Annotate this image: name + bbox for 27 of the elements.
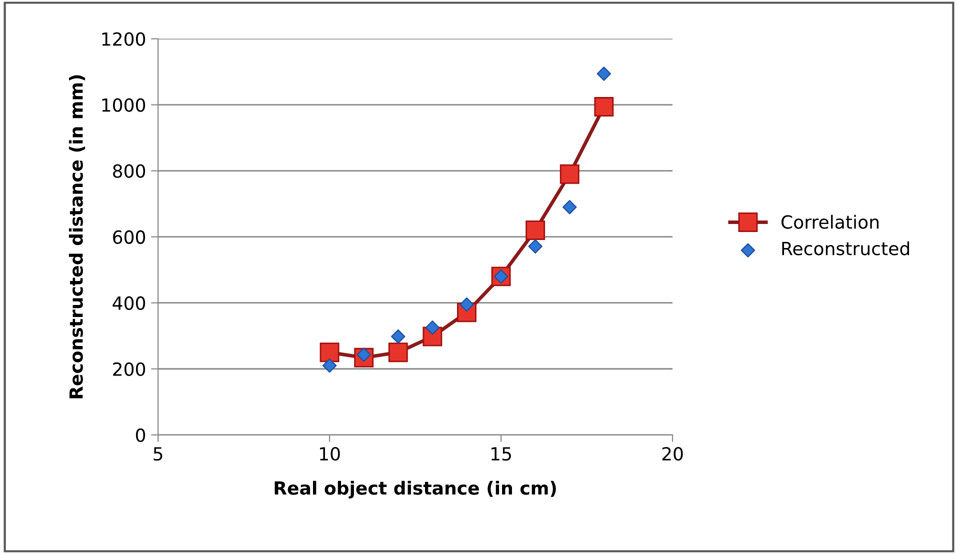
legend-label: Reconstructed	[782, 241, 910, 256]
point	[526, 220, 546, 240]
point	[560, 164, 580, 184]
y-tick-label: 1200	[102, 32, 146, 46]
y-axis-title: Reconstructed distance (in mm)	[68, 75, 86, 398]
point	[528, 239, 542, 254]
x-tick-label: 5	[154, 447, 162, 461]
x-tick-label: 10	[320, 447, 340, 461]
y-tick-label: 400	[112, 296, 146, 310]
x-tick-label: 20	[662, 447, 683, 461]
y-tick-label: 0	[136, 428, 146, 442]
point	[460, 297, 474, 312]
point	[425, 320, 440, 335]
y-tick-label: 200	[113, 362, 146, 376]
point	[322, 358, 337, 373]
y-tick-label: 1000	[102, 98, 146, 112]
legend-label: Correlation	[781, 214, 878, 229]
point	[594, 97, 614, 116]
point	[391, 329, 406, 344]
x-axis-title: Real object distance (in cm)	[274, 480, 556, 498]
x-tick-label: 15	[492, 447, 511, 461]
point	[388, 342, 408, 362]
y-tick-label: 600	[113, 230, 146, 244]
point	[562, 200, 577, 214]
point	[596, 66, 612, 81]
point	[320, 342, 340, 362]
y-tick-label: 800	[113, 164, 146, 178]
